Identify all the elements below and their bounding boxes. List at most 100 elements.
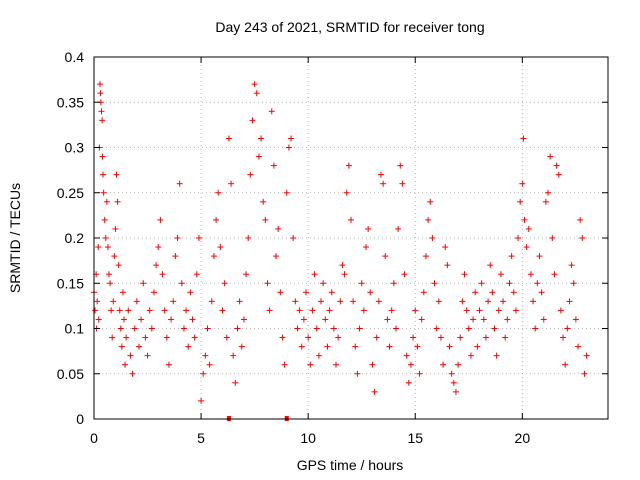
data-point (536, 253, 543, 260)
data-point (253, 90, 260, 97)
grid-lines (94, 57, 608, 419)
data-point (294, 325, 301, 332)
data-point (230, 352, 237, 359)
data-point (348, 216, 354, 223)
data-point (117, 325, 124, 332)
data-point (116, 307, 123, 314)
data-point (264, 280, 271, 287)
y-tick-label: 0.2 (65, 230, 85, 246)
data-point (485, 298, 492, 305)
data-point (110, 298, 117, 305)
data-point (397, 162, 404, 169)
data-point (337, 298, 344, 305)
data-point (92, 307, 99, 314)
data-point (255, 153, 262, 160)
data-point (187, 289, 194, 296)
data-point (437, 334, 444, 341)
data-point (530, 298, 537, 305)
data-point (495, 307, 502, 314)
data-point (369, 361, 376, 368)
data-point (108, 307, 115, 314)
data-point (168, 316, 175, 323)
data-point (288, 135, 295, 142)
data-point (422, 253, 429, 260)
data-point (228, 180, 235, 187)
chart-title: Day 243 of 2021, SRMTID for receiver ton… (215, 19, 484, 35)
data-point (333, 361, 340, 368)
data-point (405, 379, 412, 386)
data-point (119, 289, 126, 296)
data-point (112, 225, 119, 232)
data-point (210, 253, 217, 260)
data-point (311, 271, 318, 278)
data-point (290, 235, 297, 241)
data-point (562, 361, 569, 368)
data-point (538, 289, 545, 296)
data-point (431, 280, 438, 287)
data-point (324, 343, 331, 350)
data-point (520, 135, 527, 142)
data-point (127, 352, 134, 359)
y-tick-label: 0.25 (57, 185, 84, 201)
data-point (144, 352, 151, 359)
data-point (542, 198, 549, 205)
x-tick-label: 20 (515, 430, 531, 446)
x-tick-label: 15 (407, 430, 423, 446)
data-point (245, 235, 252, 241)
data-point (461, 271, 468, 278)
data-point (111, 253, 118, 260)
data-point (150, 289, 157, 296)
data-point (131, 325, 138, 332)
data-point (410, 334, 417, 341)
data-point (356, 325, 363, 332)
data-point (512, 307, 519, 314)
data-point (285, 144, 292, 151)
data-point (435, 298, 442, 305)
data-point (125, 307, 132, 314)
data-point (472, 289, 479, 296)
data-point (446, 343, 453, 350)
data-point (118, 343, 125, 350)
x-tick-label: 0 (90, 430, 98, 446)
data-point (221, 280, 228, 287)
data-point (114, 198, 121, 205)
data-point (549, 235, 556, 241)
data-point (113, 171, 120, 178)
data-point (142, 334, 149, 341)
data-point (296, 307, 303, 314)
data-point (382, 253, 389, 260)
data-point (238, 343, 245, 350)
data-point (493, 352, 500, 359)
data-point (120, 316, 127, 323)
data-point (292, 298, 299, 305)
data-point (523, 244, 530, 251)
data-point (225, 135, 232, 142)
data-point (551, 271, 558, 278)
data-point (122, 361, 129, 368)
data-point (442, 244, 449, 251)
data-point (555, 171, 562, 178)
data-point (129, 370, 136, 377)
data-point (506, 280, 513, 287)
data-point (213, 216, 220, 223)
data-point (95, 316, 102, 323)
data-point (343, 189, 350, 196)
data-point (401, 271, 408, 278)
data-point (178, 280, 185, 287)
data-point (105, 271, 112, 278)
data-point (281, 361, 288, 368)
data-point (185, 343, 192, 350)
data-point (157, 216, 164, 223)
data-point (399, 180, 406, 187)
data-point (341, 271, 348, 278)
data-point (388, 307, 395, 314)
data-point (100, 189, 107, 196)
y-tick-label: 0.4 (65, 49, 85, 65)
data-point (416, 370, 423, 377)
data-point (101, 216, 108, 223)
data-point (275, 225, 282, 232)
data-point (474, 343, 481, 350)
data-point (517, 198, 524, 205)
